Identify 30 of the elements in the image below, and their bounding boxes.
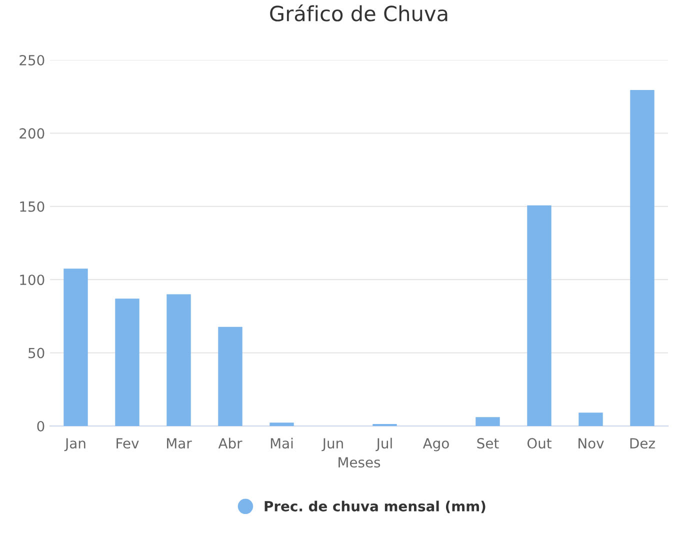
x-tick-label: Out xyxy=(527,438,552,449)
x-tick-label: Dez xyxy=(630,438,655,449)
bar xyxy=(527,205,552,426)
bar xyxy=(218,326,242,426)
bar xyxy=(64,268,88,426)
y-tick-label: 250 xyxy=(20,54,44,66)
x-axis-title: Meses xyxy=(338,457,380,468)
bar xyxy=(115,298,140,426)
y-tick-label: 150 xyxy=(20,201,44,212)
x-tick-label: Jun xyxy=(322,438,343,452)
bar xyxy=(476,417,500,426)
bar xyxy=(630,90,654,426)
bar xyxy=(270,422,294,426)
x-tick-label: Jan xyxy=(64,438,86,452)
y-tick-label: 0 xyxy=(37,420,44,432)
x-tick-label: Set xyxy=(477,438,499,449)
x-tick-label: Mar xyxy=(167,438,192,449)
chart-title: Gráfico de Chuva xyxy=(270,4,448,22)
x-tick-label: Abr xyxy=(218,438,242,449)
y-tick-label: 200 xyxy=(20,128,44,139)
bar xyxy=(578,412,603,426)
x-tick-label: Mai xyxy=(270,438,293,449)
x-tick-label: Nov xyxy=(578,438,604,449)
y-tick-label: 50 xyxy=(28,348,44,358)
bar xyxy=(166,294,191,426)
y-tick-label: 100 xyxy=(20,274,44,286)
legend-label: Prec. de chuva mensal (mm) xyxy=(264,500,486,514)
x-tick-label: Ago xyxy=(422,438,449,452)
x-tick-label: Fev xyxy=(116,438,139,449)
x-tick-label: Jul xyxy=(376,438,392,452)
